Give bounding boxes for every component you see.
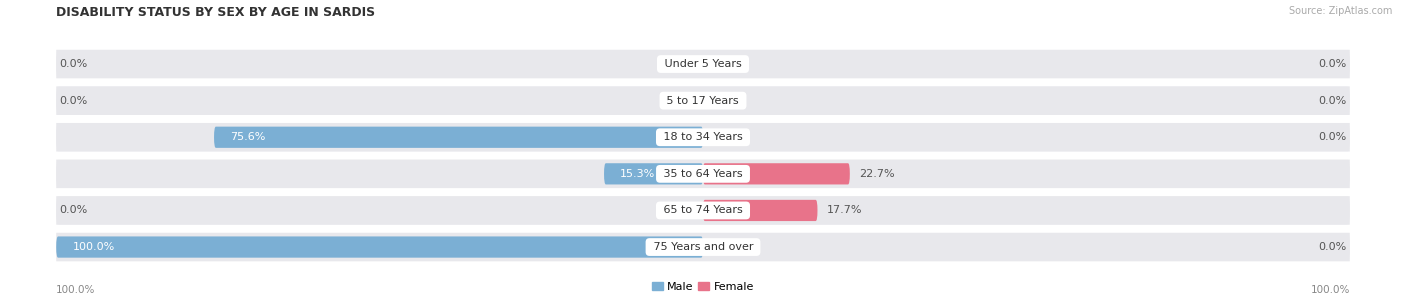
FancyBboxPatch shape [703, 163, 849, 185]
FancyBboxPatch shape [56, 86, 1350, 115]
FancyBboxPatch shape [56, 50, 1350, 78]
Text: Under 5 Years: Under 5 Years [661, 59, 745, 69]
Legend: Male, Female: Male, Female [647, 277, 759, 296]
Text: 0.0%: 0.0% [59, 59, 87, 69]
FancyBboxPatch shape [56, 87, 1350, 115]
Text: 0.0%: 0.0% [59, 206, 87, 215]
Text: 5 to 17 Years: 5 to 17 Years [664, 96, 742, 106]
FancyBboxPatch shape [56, 123, 1350, 151]
Text: 0.0%: 0.0% [59, 96, 87, 106]
FancyBboxPatch shape [56, 196, 1350, 225]
Text: 18 to 34 Years: 18 to 34 Years [659, 132, 747, 142]
Text: 65 to 74 Years: 65 to 74 Years [659, 206, 747, 215]
Text: 0.0%: 0.0% [1319, 59, 1347, 69]
FancyBboxPatch shape [56, 233, 1350, 261]
Text: 17.7%: 17.7% [827, 206, 863, 215]
FancyBboxPatch shape [56, 50, 1350, 78]
FancyBboxPatch shape [214, 127, 703, 148]
Text: Source: ZipAtlas.com: Source: ZipAtlas.com [1288, 6, 1392, 16]
Text: 100.0%: 100.0% [1310, 285, 1350, 295]
FancyBboxPatch shape [56, 160, 1350, 188]
FancyBboxPatch shape [605, 163, 703, 185]
FancyBboxPatch shape [56, 196, 1350, 224]
Text: DISABILITY STATUS BY SEX BY AGE IN SARDIS: DISABILITY STATUS BY SEX BY AGE IN SARDI… [56, 6, 375, 19]
Text: 75 Years and over: 75 Years and over [650, 242, 756, 252]
FancyBboxPatch shape [56, 123, 1350, 152]
Text: 75.6%: 75.6% [231, 132, 266, 142]
FancyBboxPatch shape [703, 200, 817, 221]
Text: 0.0%: 0.0% [1319, 242, 1347, 252]
FancyBboxPatch shape [56, 233, 1350, 261]
Text: 0.0%: 0.0% [1319, 132, 1347, 142]
Text: 100.0%: 100.0% [73, 242, 115, 252]
FancyBboxPatch shape [56, 160, 1350, 188]
FancyBboxPatch shape [56, 236, 703, 258]
Text: 0.0%: 0.0% [1319, 96, 1347, 106]
Text: 35 to 64 Years: 35 to 64 Years [659, 169, 747, 179]
Text: 15.3%: 15.3% [620, 169, 655, 179]
Text: 100.0%: 100.0% [56, 285, 96, 295]
Text: 22.7%: 22.7% [859, 169, 896, 179]
